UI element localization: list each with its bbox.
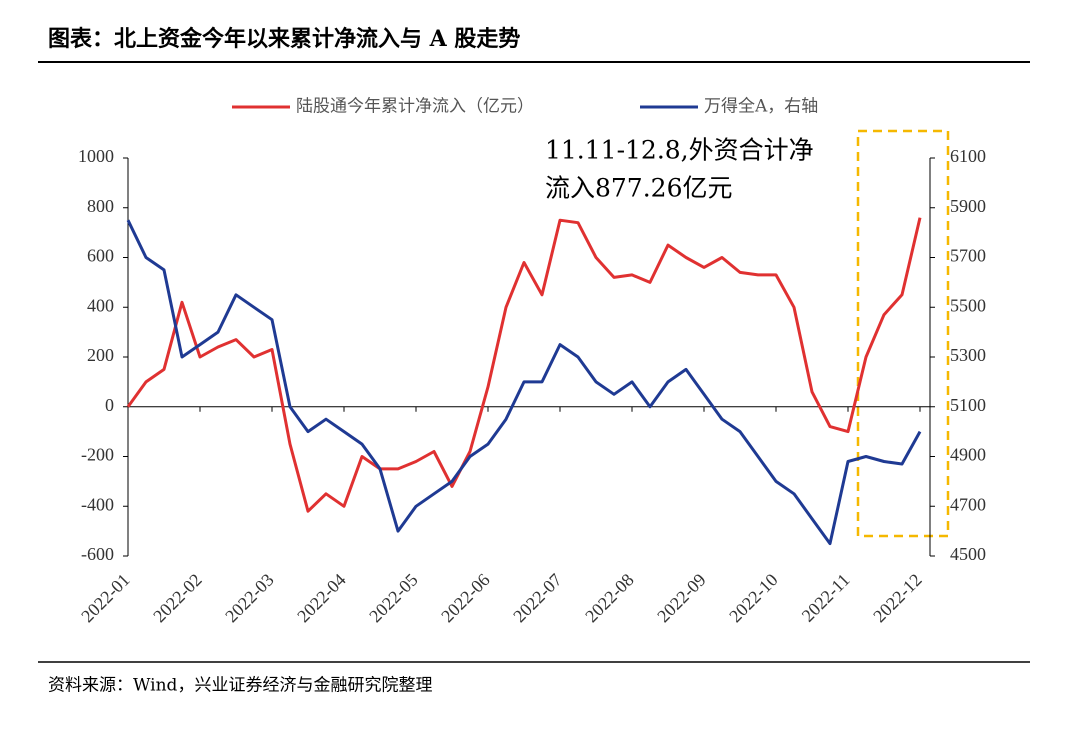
x-tick-label: 2022-05 [365,570,422,627]
x-tick-label: 2022-03 [221,570,278,627]
y2-tick-label: 5500 [950,295,986,315]
y-tick-label: -200 [81,445,114,465]
x-tick-label: 2022-09 [653,570,710,627]
legend-label: 万得全A，右轴 [704,97,818,117]
y2-tick-label: 5100 [950,395,986,415]
y2-tick-label: 4900 [950,445,986,465]
x-tick-label: 2022-01 [77,570,134,627]
y-tick-label: 400 [87,295,114,315]
x-tick-label: 2022-07 [509,570,566,627]
y2-tick-label: 4700 [950,494,986,514]
highlight-box [856,129,950,538]
legend-label: 陆股通今年累计净流入（亿元） [296,97,534,117]
x-tick-label: 2022-12 [869,570,926,627]
series-line [126,219,922,546]
y-tick-label: 1000 [78,146,114,166]
x-tick-label: 2022-04 [293,570,350,627]
annotation: 流入877.26亿元 [545,174,732,203]
y2-tick-label: 5300 [950,345,986,365]
x-tick-label: 2022-11 [798,570,854,626]
y-tick-label: 0 [105,395,114,415]
x-tick-label: 2022-08 [581,570,638,627]
x-tick-label: 2022-02 [149,570,206,627]
y-tick-label: 200 [87,345,114,365]
series-line [126,217,922,513]
annotation: 11.11-12.8,外资合计净 [545,136,814,165]
y-tick-label: -400 [81,494,114,514]
chart-title: 图表：北上资金今年以来累计净流入与 A 股走势 [48,26,520,52]
x-tick-label: 2022-10 [725,570,782,627]
y2-tick-label: 5700 [950,246,986,266]
y-tick-label: -600 [81,544,114,564]
y2-tick-label: 4500 [950,544,986,564]
y-tick-label: 600 [87,246,114,266]
source: 资料来源：Wind，兴业证券经济与金融研究院整理 [48,676,432,696]
y2-tick-label: 5900 [950,196,986,216]
x-tick-label: 2022-06 [437,570,494,627]
y2-tick-label: 6100 [950,146,986,166]
y-tick-label: 800 [87,196,114,216]
